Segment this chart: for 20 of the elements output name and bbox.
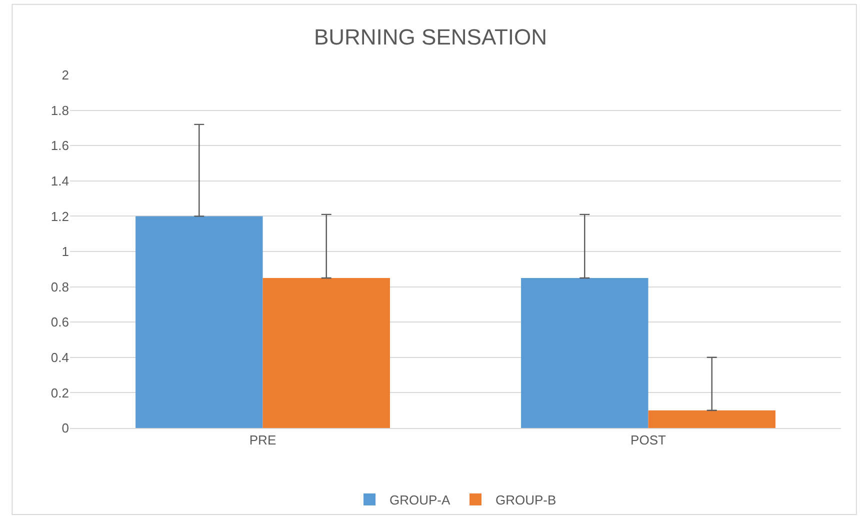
bar	[136, 216, 263, 428]
bar	[521, 278, 648, 428]
y-tick-label: 0.6	[50, 314, 69, 330]
y-tick-label: 1	[62, 244, 69, 260]
y-tick-label: 1.2	[50, 208, 69, 224]
y-tick-label: 0.4	[50, 350, 69, 365]
bar	[648, 410, 776, 428]
y-tick-label: 0.2	[50, 385, 69, 400]
bar	[262, 278, 390, 428]
y-tick-label: 1.4	[50, 173, 69, 188]
y-tick-label: 1.8	[50, 102, 69, 118]
x-tick-label: PRE	[249, 432, 276, 448]
chart-title: BURNING SENSATION	[314, 24, 548, 50]
y-tick-label: 0	[62, 420, 69, 436]
legend-label: GROUP-A	[390, 492, 450, 508]
legend-label: GROUP-B	[496, 492, 556, 508]
y-tick-label: 2	[62, 68, 69, 83]
x-tick-label: POST	[630, 432, 666, 448]
y-tick-label: 0.8	[50, 279, 69, 294]
y-tick-label: 1.6	[50, 138, 69, 154]
